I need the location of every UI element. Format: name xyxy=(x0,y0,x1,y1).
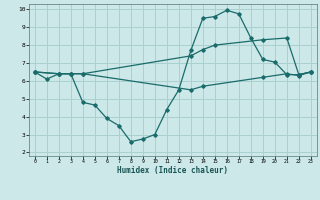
X-axis label: Humidex (Indice chaleur): Humidex (Indice chaleur) xyxy=(117,166,228,175)
